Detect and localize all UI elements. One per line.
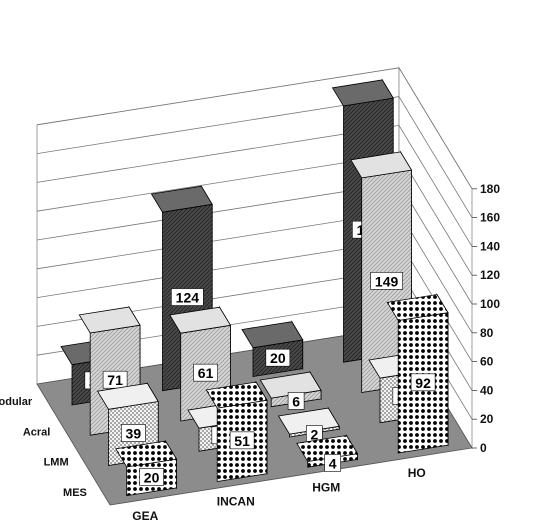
data-label: 124 bbox=[176, 290, 200, 306]
data-label-box bbox=[410, 373, 436, 392]
data-label-box bbox=[139, 468, 164, 486]
data-label: 6 bbox=[292, 393, 300, 409]
data-label: 20 bbox=[270, 350, 286, 366]
series-labels: Nodular Acral LMM MES bbox=[0, 396, 87, 499]
bar: 92 bbox=[386, 293, 449, 454]
bar: 2 bbox=[277, 406, 340, 443]
data-label-box bbox=[193, 363, 218, 382]
data-label: 71 bbox=[107, 372, 123, 388]
gridline bbox=[36, 124, 473, 247]
data-label: 149 bbox=[375, 273, 399, 289]
z-axis: 0 20 40 60 80 100 120 140 160 180 bbox=[472, 182, 500, 455]
z-tick-label: 80 bbox=[480, 326, 494, 340]
z-tick-label: 160 bbox=[480, 211, 500, 225]
series-label: Nodular bbox=[0, 396, 33, 408]
category-label: INCAN bbox=[217, 495, 255, 509]
data-label: 20 bbox=[144, 469, 160, 485]
series-label: LMM bbox=[44, 457, 69, 469]
category-label: HO bbox=[408, 466, 426, 480]
z-tick-label: 120 bbox=[480, 268, 500, 282]
data-label: 39 bbox=[126, 425, 142, 441]
bar: 4 bbox=[296, 434, 359, 472]
data-label-box bbox=[121, 424, 146, 442]
gridline bbox=[36, 67, 473, 190]
z-tick-label: 20 bbox=[480, 412, 494, 426]
category-label: HGM bbox=[312, 480, 340, 494]
data-label: 51 bbox=[234, 433, 250, 449]
series-label: Acral bbox=[23, 426, 51, 438]
bar: 20 bbox=[241, 320, 304, 377]
category-labels: GEA INCAN HGM HO bbox=[132, 466, 426, 523]
bar: 20 bbox=[115, 439, 178, 497]
z-tick-label: 100 bbox=[480, 297, 500, 311]
data-label-box bbox=[171, 288, 204, 306]
z-tick-label: 180 bbox=[480, 182, 500, 196]
data-label: 92 bbox=[415, 375, 431, 391]
data-label-box bbox=[370, 271, 403, 290]
z-tick-label: 0 bbox=[480, 441, 487, 455]
z-tick-label: 60 bbox=[480, 355, 494, 369]
data-label: 4 bbox=[329, 455, 337, 471]
data-label: 2 bbox=[310, 427, 318, 443]
data-label-box bbox=[265, 348, 291, 367]
z-tick-label: 140 bbox=[480, 239, 500, 253]
gridline bbox=[36, 96, 473, 218]
data-label: 61 bbox=[198, 365, 214, 381]
bar: 6 bbox=[259, 370, 322, 410]
series-label: MES bbox=[63, 487, 87, 499]
data-label-box bbox=[324, 454, 341, 472]
bar-layer: 28124201787161614939162312051492 bbox=[60, 78, 449, 497]
bar: 51 bbox=[205, 380, 268, 482]
data-label-box bbox=[287, 392, 305, 410]
z-tick-label: 40 bbox=[480, 383, 494, 397]
data-label-box bbox=[229, 431, 255, 450]
category-label: GEA bbox=[132, 509, 158, 523]
